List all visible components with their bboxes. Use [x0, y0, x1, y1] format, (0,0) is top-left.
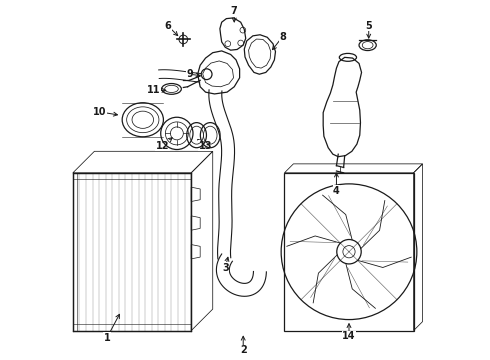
Text: 1: 1	[103, 333, 110, 343]
Text: 4: 4	[333, 186, 340, 196]
Text: 6: 6	[165, 21, 172, 31]
Text: 3: 3	[222, 263, 229, 273]
Text: 14: 14	[342, 331, 356, 341]
Text: 9: 9	[186, 69, 193, 79]
Text: 10: 10	[93, 107, 106, 117]
Text: 8: 8	[279, 32, 286, 41]
Text: 2: 2	[240, 345, 246, 355]
Text: 11: 11	[147, 85, 160, 95]
Text: 7: 7	[231, 6, 238, 17]
Text: 13: 13	[199, 141, 212, 151]
Text: 12: 12	[156, 141, 169, 151]
Text: 5: 5	[366, 21, 372, 31]
